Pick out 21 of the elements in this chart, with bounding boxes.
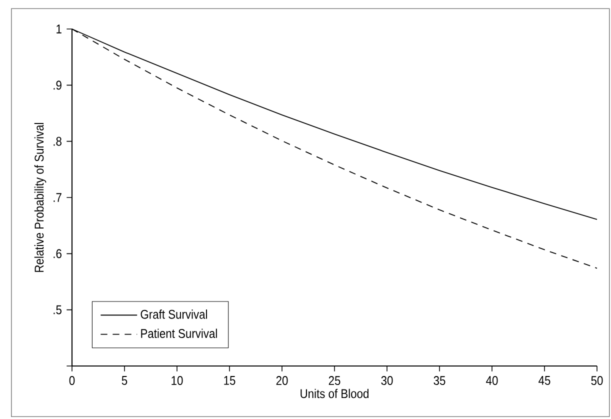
x-tick-label: 5	[122, 376, 128, 385]
x-tick-label: 15	[224, 376, 236, 385]
y-tick-label: 1	[56, 24, 62, 34]
y-axis-title: Relative Probability of Survival	[34, 123, 46, 272]
x-tick-label: 0	[69, 376, 75, 386]
x-tick-label: 10	[172, 376, 183, 386]
y-tick-label: .9	[54, 80, 62, 90]
legend-label: Graft Survival	[140, 310, 207, 319]
x-tick-label: 50	[591, 376, 603, 386]
legend-label: Patient Survival	[141, 328, 217, 338]
x-tick-label: 25	[328, 376, 340, 386]
x-tick-label: 40	[486, 376, 498, 386]
x-tick-label: 20	[276, 376, 288, 386]
y-tick-label: .6	[54, 249, 62, 258]
y-tick-label: .7	[54, 193, 62, 202]
x-axis-title: Units of Blood	[300, 388, 368, 398]
y-tick-label: .8	[54, 136, 62, 146]
x-tick-label: 30	[381, 376, 393, 386]
x-tick-label: 45	[538, 376, 550, 385]
y-tick-label: .5	[54, 305, 62, 314]
x-tick-label: 35	[434, 376, 446, 386]
